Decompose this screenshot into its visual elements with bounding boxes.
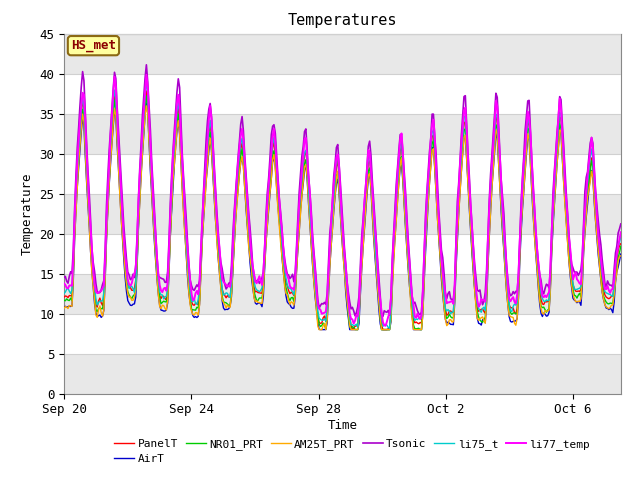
Line: NR01_PRT: NR01_PRT [64,96,621,330]
NR01_PRT [337,207,344,213]
AirT [338,234,346,240]
Tsonic [143,62,150,68]
PanelT [60,294,68,300]
NR01_PRT [353,327,360,333]
AM25T_PRT [338,230,346,236]
AirT [310,279,317,285]
Bar [64,354,621,394]
Bar [64,193,621,234]
PanelT [596,252,604,258]
Bar [64,34,621,73]
Line: PanelT: PanelT [64,91,621,330]
AM25T_PRT [60,305,68,311]
Line: AM25T_PRT: AM25T_PRT [64,106,621,330]
Text: HS_met: HS_met [71,39,116,52]
NR01_PRT [248,264,255,270]
li77_temp [79,90,86,96]
li75_t [310,263,317,269]
Tsonic [379,313,387,319]
AM25T_PRT [248,265,255,271]
AM25T_PRT [310,278,317,284]
Line: li75_t: li75_t [64,82,621,328]
li75_t [337,200,344,206]
AM25T_PRT [522,168,529,174]
Tsonic [79,69,86,74]
li77_temp [596,244,604,250]
AirT [248,274,255,279]
Tsonic [337,181,344,187]
li75_t [596,246,604,252]
li75_t [143,79,150,84]
Y-axis label: Temperature: Temperature [20,172,34,255]
Tsonic [248,242,255,248]
li77_temp [617,229,625,235]
li77_temp [381,323,389,329]
NR01_PRT [596,259,604,264]
li75_t [60,290,68,296]
PanelT [337,199,344,205]
AirT [596,265,604,271]
PanelT [617,241,625,247]
NR01_PRT [310,274,317,279]
li77_temp [248,252,255,258]
li77_temp [337,190,344,196]
Legend: PanelT, AirT, NR01_PRT, AM25T_PRT, Tsonic, li75_t, li77_temp: PanelT, AirT, NR01_PRT, AM25T_PRT, Tsoni… [114,439,590,464]
Line: li77_temp: li77_temp [64,75,621,326]
AM25T_PRT [596,263,604,268]
Tsonic [596,231,604,237]
AM25T_PRT [617,253,625,259]
li75_t [79,94,86,100]
li77_temp [522,146,529,152]
Tsonic [60,275,68,280]
PanelT [143,88,150,94]
Bar [64,114,621,154]
Line: Tsonic: Tsonic [64,65,621,316]
Line: AirT: AirT [64,103,621,330]
NR01_PRT [60,298,68,303]
NR01_PRT [522,158,529,164]
NR01_PRT [79,107,86,112]
X-axis label: Time: Time [328,419,357,432]
AirT [617,251,625,257]
NR01_PRT [617,243,625,249]
li75_t [522,151,529,156]
Tsonic [617,221,625,227]
PanelT [310,267,317,273]
Title: Temperatures: Temperatures [287,13,397,28]
li75_t [248,256,255,262]
PanelT [379,327,387,333]
AirT [60,304,68,310]
PanelT [248,256,255,262]
li77_temp [60,280,68,286]
li77_temp [310,253,317,259]
li77_temp [143,72,150,78]
li75_t [386,325,394,331]
NR01_PRT [143,93,150,99]
AirT [79,115,86,120]
AirT [143,100,150,106]
Tsonic [310,248,317,254]
AirT [317,327,324,333]
Tsonic [522,128,529,133]
PanelT [522,155,529,160]
li75_t [617,234,625,240]
AM25T_PRT [79,111,86,117]
AM25T_PRT [316,327,323,333]
AM25T_PRT [143,103,150,109]
PanelT [79,98,86,104]
Bar [64,274,621,313]
AirT [522,168,529,174]
